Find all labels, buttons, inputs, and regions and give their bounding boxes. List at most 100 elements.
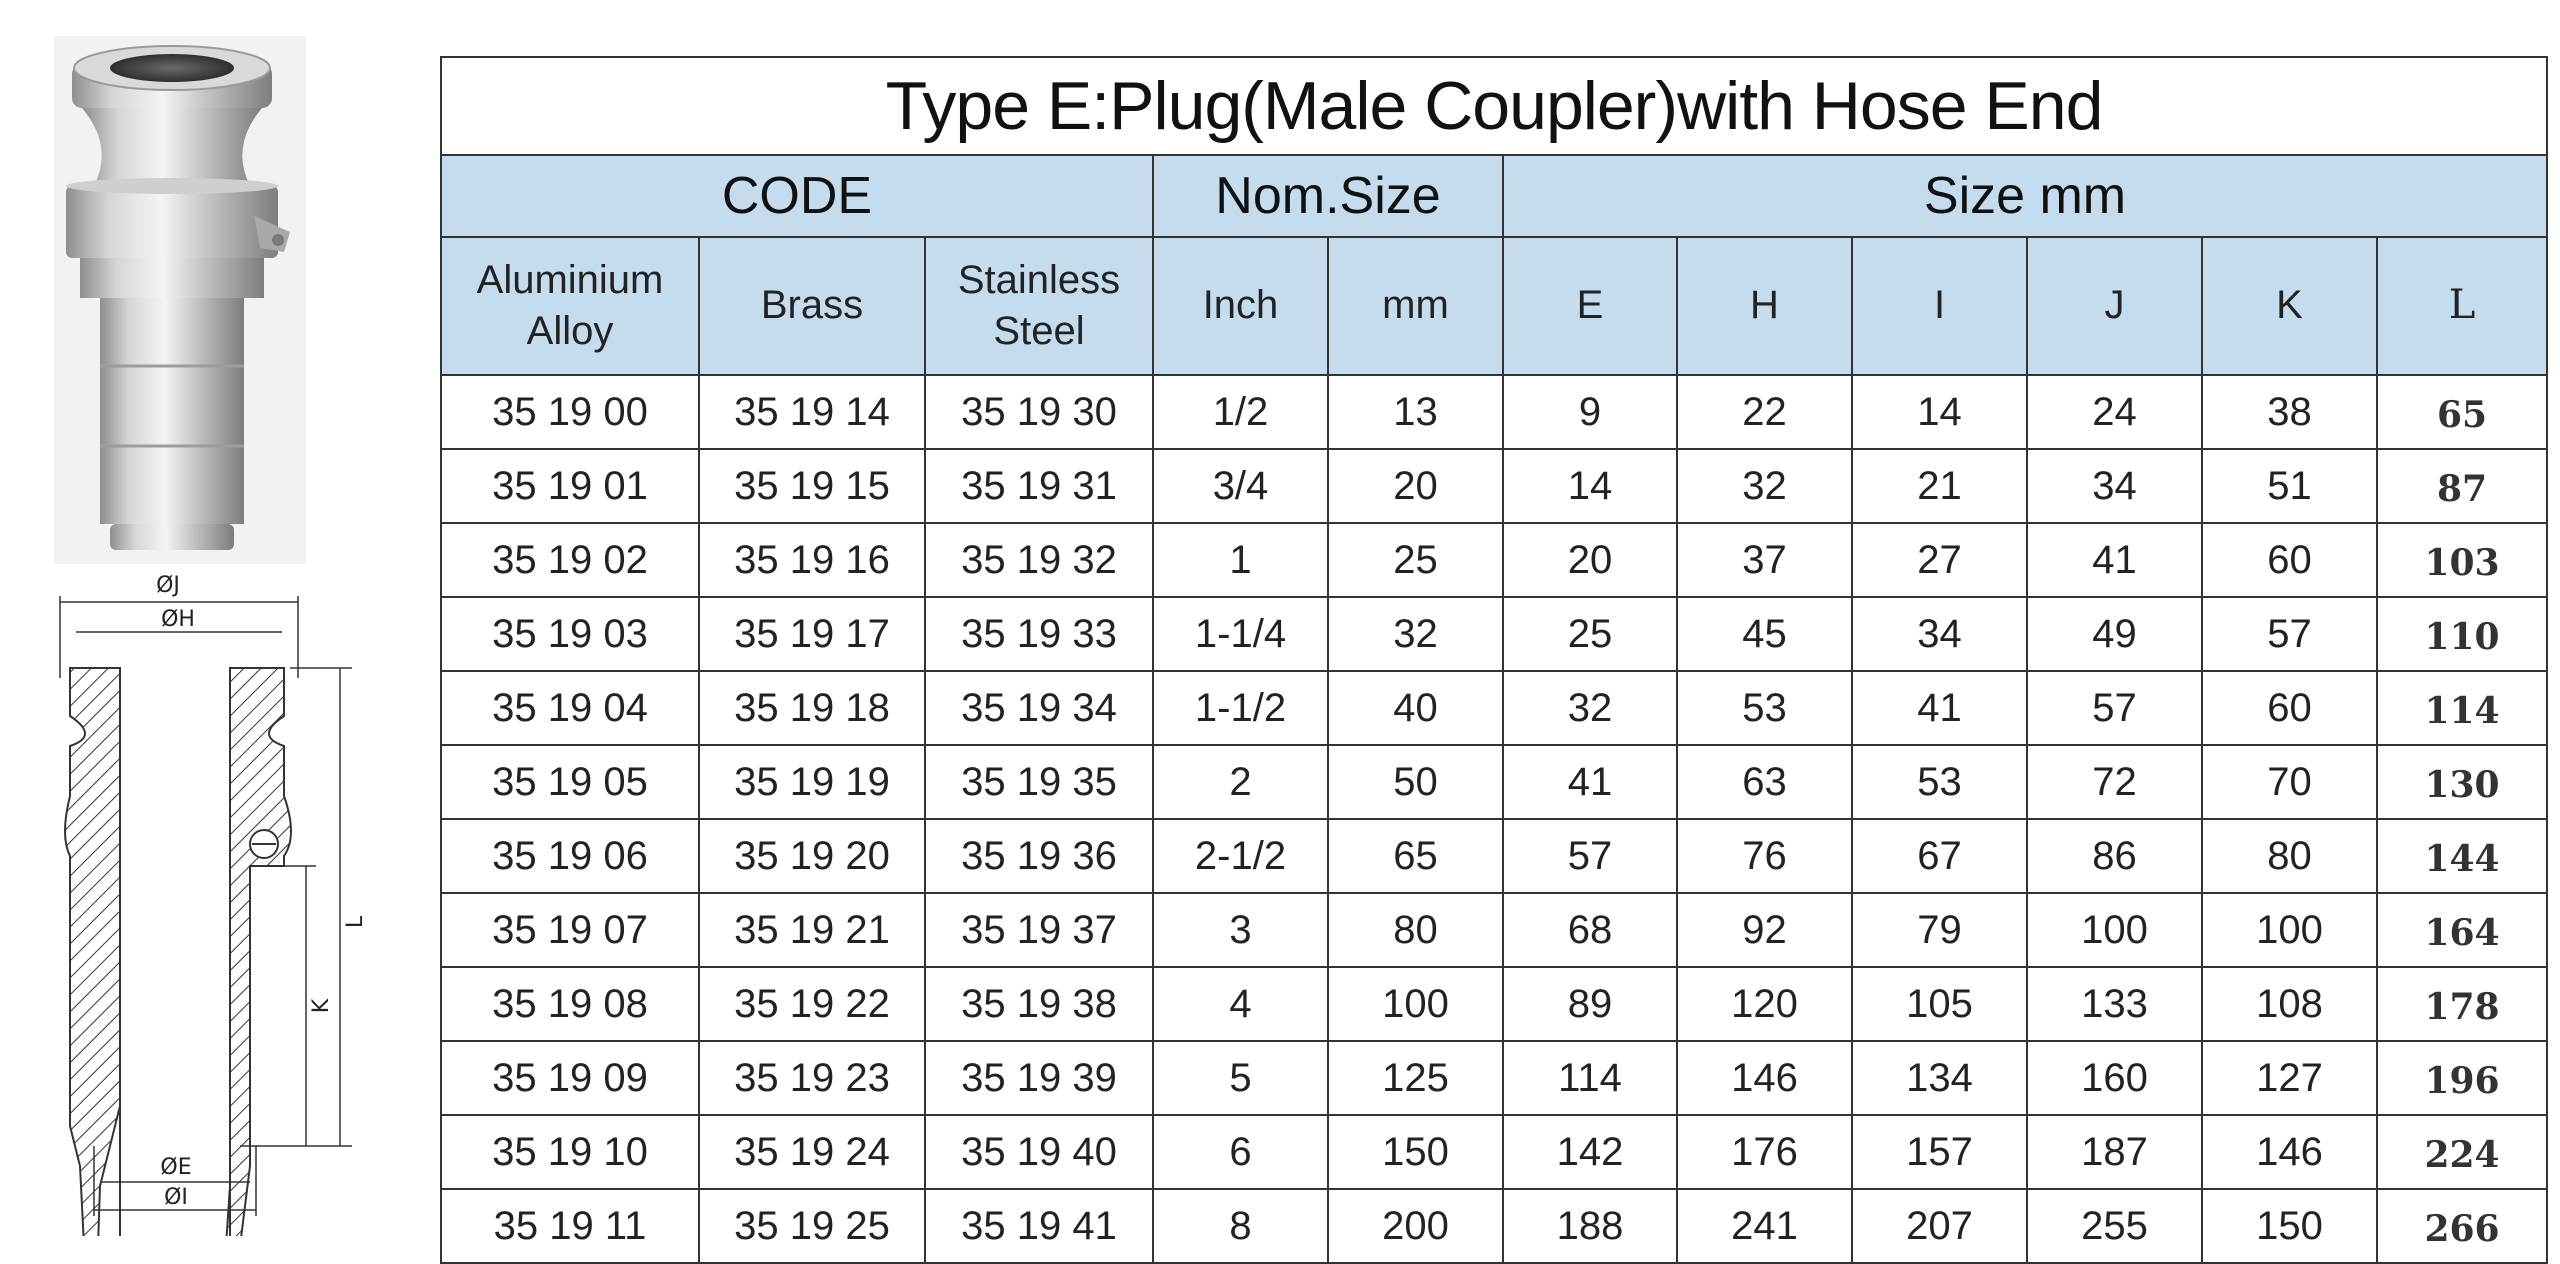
cell-mm: 13 [1327,374,1504,450]
cell-mm: 200 [1327,1188,1504,1264]
cell-brass-code: 35 19 21 [698,892,926,968]
cell-mm: 125 [1327,1040,1504,1116]
cell-mm: 20 [1327,448,1504,524]
spec-table: Type E:Plug(Male Coupler)with Hose End C… [439,56,2549,1264]
cell-inch: 3/4 [1152,448,1329,524]
cell-i: 157 [1851,1114,2028,1190]
cell-k: 70 [2201,744,2378,820]
spec-table-body: 35 19 00 35 19 14 35 19 30 1/2 13 9 22 14 24 38 65… [440,374,2549,1264]
cell-stainless-code: 35 19 38 [924,966,1154,1042]
cell-inch: 1-1/2 [1152,670,1329,746]
cell-aluminium-code: 35 19 11 [440,1188,700,1264]
dim-k-label: K [309,998,334,1013]
group-header-nom-size: Nom.Size [1152,154,1504,238]
cell-h: 120 [1676,966,1853,1042]
cell-aluminium-code: 35 19 00 [440,374,700,450]
cell-k: 60 [2201,522,2378,598]
cell-j: 24 [2026,374,2203,450]
group-header-code: CODE [440,154,1154,238]
cell-inch: 1 [1152,522,1329,598]
cell-stainless-code: 35 19 30 [924,374,1154,450]
cell-e: 57 [1502,818,1678,894]
cell-aluminium-code: 35 19 07 [440,892,700,968]
cell-aluminium-code: 35 19 10 [440,1114,700,1190]
table-row: 35 19 08 35 19 22 35 19 38 4 100 89 120 105 133 1… [440,966,2549,1042]
cell-mm: 150 [1327,1114,1504,1190]
cell-brass-code: 35 19 18 [698,670,926,746]
cell-l: 114 [2375,670,2549,746]
cell-k: 60 [2201,670,2378,746]
cell-i: 105 [1851,966,2028,1042]
table-row: 35 19 10 35 19 24 35 19 40 6 150 142 176 157 187… [440,1114,2549,1190]
cell-aluminium-code: 35 19 09 [440,1040,700,1116]
col-header-h: H [1676,236,1853,376]
cell-aluminium-code: 35 19 04 [440,670,700,746]
cell-j: 49 [2026,596,2203,672]
cell-e: 114 [1502,1040,1678,1116]
table-row: 35 19 02 35 19 16 35 19 32 1 25 20 37 27 41 60 103 [440,522,2549,598]
cell-brass-code: 35 19 23 [698,1040,926,1116]
group-header-size-mm: Size mm [1501,154,2549,238]
cell-k: 108 [2201,966,2378,1042]
cell-aluminium-code: 35 19 05 [440,744,700,820]
cell-k: 127 [2201,1040,2378,1116]
cell-mm: 80 [1327,892,1504,968]
cell-e: 14 [1502,448,1678,524]
cell-aluminium-code: 35 19 02 [440,522,700,598]
cell-k: 146 [2201,1114,2378,1190]
cell-inch: 8 [1152,1188,1329,1264]
cell-i: 134 [1851,1040,2028,1116]
cell-mm: 65 [1327,818,1504,894]
table-row: 35 19 07 35 19 21 35 19 37 3 80 68 92 79 100 100 1… [440,892,2549,968]
cell-mm: 40 [1327,670,1504,746]
cell-aluminium-code: 35 19 06 [440,818,700,894]
cell-l: 266 [2375,1188,2549,1264]
cell-j: 41 [2026,522,2203,598]
cell-mm: 50 [1327,744,1504,820]
cell-brass-code: 35 19 17 [698,596,926,672]
cell-mm: 32 [1327,596,1504,672]
cell-i: 53 [1851,744,2028,820]
product-photo [54,36,306,564]
cell-h: 92 [1676,892,1853,968]
cell-e: 142 [1502,1114,1678,1190]
cell-inch: 5 [1152,1040,1329,1116]
cell-stainless-code: 35 19 37 [924,892,1154,968]
cell-mm: 25 [1327,522,1504,598]
cell-brass-code: 35 19 16 [698,522,926,598]
cell-i: 21 [1851,448,2028,524]
cell-e: 20 [1502,522,1678,598]
table-row: 35 19 11 35 19 25 35 19 41 8 200 188 241 207 255… [440,1188,2549,1264]
dim-h-label: ØH [161,607,195,632]
cell-l: 110 [2375,596,2549,672]
dim-l-label: L [343,915,368,928]
cell-inch: 6 [1152,1114,1329,1190]
cell-brass-code: 35 19 22 [698,966,926,1042]
cell-h: 63 [1676,744,1853,820]
cell-j: 57 [2026,670,2203,746]
col-header-l: L [2375,236,2549,376]
col-header-stainless-steel: Stainless Steel [924,236,1154,376]
cell-h: 32 [1676,448,1853,524]
table-title: Type E:Plug(Male Coupler)with Hose End [439,56,2549,156]
cell-h: 241 [1676,1188,1853,1264]
cell-aluminium-code: 35 19 03 [440,596,700,672]
cell-stainless-code: 35 19 32 [924,522,1154,598]
cell-h: 45 [1676,596,1853,672]
cell-l: 65 [2375,374,2549,450]
cell-stainless-code: 35 19 35 [924,744,1154,820]
cell-mm: 100 [1327,966,1504,1042]
cell-stainless-code: 35 19 34 [924,670,1154,746]
cell-stainless-code: 35 19 33 [924,596,1154,672]
cell-brass-code: 35 19 24 [698,1114,926,1190]
cell-i: 27 [1851,522,2028,598]
table-row: 35 19 09 35 19 23 35 19 39 5 125 114 146 134 160… [440,1040,2549,1116]
cell-j: 72 [2026,744,2203,820]
cell-j: 86 [2026,818,2203,894]
cell-stainless-code: 35 19 31 [924,448,1154,524]
cell-brass-code: 35 19 25 [698,1188,926,1264]
cell-h: 76 [1676,818,1853,894]
cell-e: 9 [1502,374,1678,450]
cell-h: 53 [1676,670,1853,746]
cell-h: 22 [1676,374,1853,450]
